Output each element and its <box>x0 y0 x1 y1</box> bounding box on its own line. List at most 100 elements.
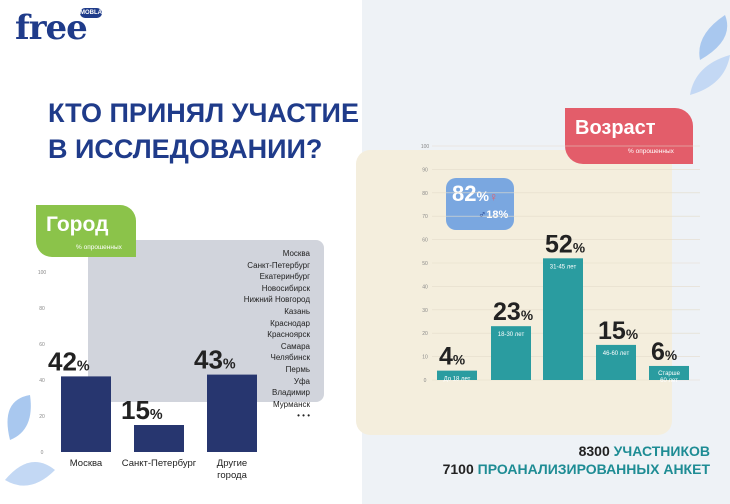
bar <box>649 365 689 380</box>
category-label: Старше <box>658 371 681 377</box>
y-tick-label: 60 <box>422 238 428 244</box>
brand-logo: free <box>15 8 88 48</box>
city-list-item: Пермь <box>285 364 310 374</box>
y-tick-label: 90 <box>422 167 428 173</box>
data-label: 4% <box>439 343 465 371</box>
y-tick-label: 20 <box>39 414 45 420</box>
male-percent-unit: % <box>498 209 509 221</box>
bar <box>437 370 477 380</box>
city-list-item: Краснодар <box>270 318 310 328</box>
bar <box>207 374 257 452</box>
category-label: города <box>217 470 247 481</box>
city-list-item: Нижний Новгород <box>243 295 310 305</box>
data-label-unit: % <box>223 357 236 373</box>
data-label-unit: % <box>521 308 533 323</box>
data-label: 42% <box>48 346 90 376</box>
y-tick-label: 0 <box>424 378 427 384</box>
y-tick-label: 40 <box>39 378 45 384</box>
category-label: Москва <box>70 458 103 469</box>
y-tick-label: 0 <box>41 450 44 456</box>
age-section-tag: Возраст <box>565 108 693 164</box>
category-label: 60 лет <box>660 378 678 384</box>
data-label: 15% <box>598 317 638 345</box>
footer-line-1: 8300 УЧАСТНИКОВ <box>400 442 710 460</box>
male-icon: ♂ <box>478 209 487 221</box>
data-label-unit: % <box>573 240 585 255</box>
data-label-unit: % <box>77 358 90 374</box>
city-list-item: Новосибирск <box>261 283 310 293</box>
footer-stats: 8300 УЧАСТНИКОВ 7100 ПРОАНАЛИЗИРОВАННЫХ … <box>400 442 710 478</box>
leaf-shape <box>699 15 728 60</box>
y-tick-label: 10 <box>422 355 428 361</box>
city-list-item: Уфа <box>293 376 310 386</box>
title-line-1: КТО ПРИНЯЛ УЧАСТИЕ <box>48 98 359 128</box>
data-label-unit: % <box>665 348 677 363</box>
city-list-item: Санкт-Петербург <box>247 260 310 270</box>
leaf-shape <box>5 462 55 486</box>
y-tick-label: 100 <box>38 270 47 276</box>
y-tick-label: 40 <box>422 284 428 290</box>
category-label: 18-30 лет <box>498 332 525 338</box>
forms-label: ПРОАНАЛИЗИРОВАННЫХ АНКЕТ <box>477 461 710 477</box>
city-map-panel <box>88 240 324 402</box>
category-label: Санкт-Петербург <box>122 458 197 469</box>
bar <box>596 344 636 380</box>
leaf-shape <box>690 55 730 95</box>
page-title: КТО ПРИНЯЛ УЧАСТИЕ В ИССЛЕДОВАНИИ? <box>48 95 368 167</box>
data-label-unit: % <box>453 353 465 368</box>
city-list-item: Москва <box>282 249 310 258</box>
gender-female-value: 82%♀ <box>452 181 498 207</box>
y-tick-label: 30 <box>422 308 428 314</box>
city-section-subtitle: % опрошенных <box>76 244 122 251</box>
category-label: Другие <box>217 458 247 469</box>
age-section-subtitle: % опрошенных <box>628 148 674 155</box>
city-list-item: Казань <box>284 306 310 316</box>
data-label: 52% <box>545 230 585 258</box>
data-label: 23% <box>493 298 533 326</box>
data-label: 15% <box>121 395 163 425</box>
y-tick-label: 50 <box>422 261 428 267</box>
forms-count: 7100 <box>442 461 474 477</box>
city-list-item: Красноярск <box>267 330 310 340</box>
brand-badge: MOBLA <box>80 8 102 18</box>
city-list-item: • • • <box>297 411 310 421</box>
bar <box>61 376 111 452</box>
female-percent: 82 <box>452 181 477 206</box>
category-label: 31-45 лет <box>550 264 577 270</box>
category-label: 46-60 лет <box>603 351 630 357</box>
y-tick-label: 100 <box>421 144 430 150</box>
leaf-shape <box>7 395 31 440</box>
data-label: 43% <box>194 345 236 375</box>
y-tick-label: 20 <box>422 331 428 337</box>
gender-male-value: ♂18% <box>478 209 508 221</box>
female-percent-unit: % <box>476 188 489 204</box>
bar <box>491 326 531 380</box>
data-label-unit: % <box>626 327 638 342</box>
age-chart-panel <box>356 150 672 435</box>
participants-count: 8300 <box>578 443 610 459</box>
data-label-unit: % <box>150 407 163 423</box>
title-line-2: В ИССЛЕДОВАНИИ? <box>48 134 323 164</box>
city-list-item: Владимир <box>271 388 310 398</box>
y-tick-label: 80 <box>39 306 45 312</box>
city-section-tag: Город <box>36 205 136 257</box>
data-label: 6% <box>651 338 677 366</box>
city-list-item: Мурманск <box>273 399 310 409</box>
footer-line-2: 7100 ПРОАНАЛИЗИРОВАННЫХ АНКЕТ <box>400 460 710 478</box>
city-list-item: Челябинск <box>270 353 310 363</box>
city-list: Москва Санкт-Петербург Екатеринбург Новосиб… <box>232 248 310 422</box>
category-label: До 18 лет <box>444 377 471 383</box>
gender-badge <box>446 178 514 230</box>
city-list-item: Екатеринбург <box>259 272 310 282</box>
city-list-item: Самара <box>280 341 310 351</box>
y-tick-label: 60 <box>39 342 45 348</box>
y-tick-label: 80 <box>422 191 428 197</box>
bar <box>543 258 583 380</box>
participants-label: УЧАСТНИКОВ <box>613 443 710 459</box>
female-icon: ♀ <box>488 190 498 204</box>
y-tick-label: 70 <box>422 214 428 220</box>
male-percent: 18 <box>486 209 499 221</box>
bar <box>134 425 184 452</box>
